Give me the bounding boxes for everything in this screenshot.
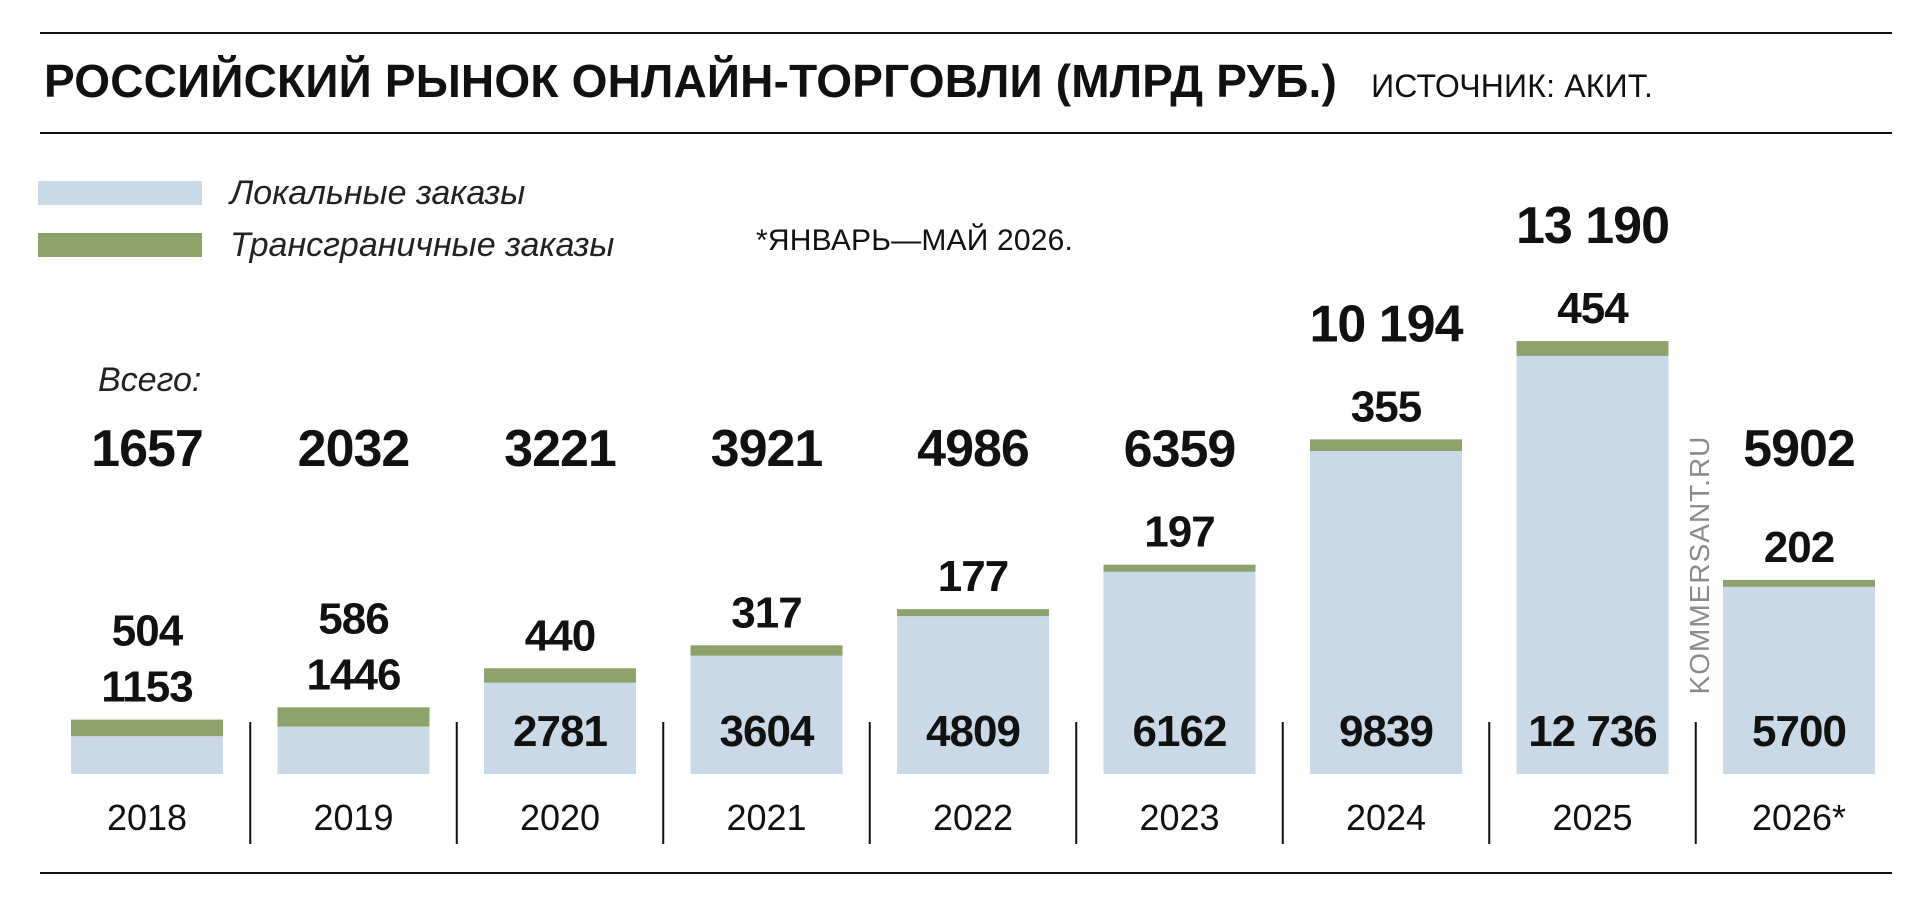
data-label-cross-border: 586 [318,594,388,643]
bar-local [71,736,223,774]
source-note: ИСТОЧНИК: АКИТ. [1371,68,1654,104]
data-label-total: 5902 [1743,420,1855,478]
header-rule [40,132,1892,134]
x-tick-label: 2025 [1552,797,1632,838]
x-tick-label: 2026* [1752,797,1846,838]
bar-local [484,682,636,774]
x-tick-label: 2019 [313,797,393,838]
data-label-cross-border: 355 [1351,382,1422,431]
data-label-cross-border: 197 [1144,508,1214,557]
bar-local [1516,355,1669,774]
bottom-rule [40,872,1892,874]
bar-cross-border [1103,564,1256,572]
data-label-cross-border: 177 [938,552,1008,601]
x-tick-label: 2022 [933,797,1013,838]
bar-local [690,655,843,774]
x-tick-label: 2023 [1139,797,1219,838]
data-label-cross-border: 454 [1557,284,1629,333]
bar-cross-border [1310,439,1462,452]
bar-cross-border [690,645,843,656]
x-tick-label: 2020 [520,797,600,838]
top-rule [40,32,1892,34]
bar-cross-border [71,719,223,737]
data-label-cross-border: 317 [731,588,801,637]
bar-cross-border [277,707,430,727]
data-label-cross-border: 202 [1764,523,1834,572]
data-label-total: 1657 [91,420,203,478]
data-label-local: 2781 [513,707,607,756]
legend-label-cross-border: Трансграничные заказы [230,226,615,264]
data-label-local: 12 736 [1528,707,1657,756]
chart-title: РОССИЙСКИЙ РЫНОК ОНЛАЙН-ТОРГОВЛИ (МЛРД Р… [44,55,1338,107]
bar-cross-border [897,609,1049,617]
x-tick-label: 2024 [1346,797,1426,838]
data-label-local: 6162 [1133,707,1227,756]
data-label-local: 9839 [1339,707,1433,756]
legend-label-local: Локальные заказы [230,174,526,212]
data-label-total: 2032 [298,420,410,478]
bar-cross-border [484,668,636,683]
legend-swatch-cross-border [38,233,202,257]
data-label-total: 4986 [917,420,1029,478]
legend-item-local: Локальные заказы [38,176,525,210]
bar-local [1723,586,1875,774]
data-label-cross-border: 440 [525,611,595,660]
bar-local [1103,571,1256,774]
data-label-local: 1153 [101,663,192,712]
x-tick-label: 2018 [107,797,187,838]
data-label-cross-border: 504 [112,607,184,656]
bar-local [1310,451,1462,774]
data-label-total: 10 194 [1309,295,1463,353]
bar-cross-border [1723,579,1875,587]
chart-header: РОССИЙСКИЙ РЫНОК ОНЛАЙН-ТОРГОВЛИ (МЛРД Р… [44,58,1653,118]
totals-caption: Всего: [98,361,202,399]
bar-local [897,616,1049,774]
data-label-total: 3221 [504,420,616,478]
data-label-local: 1446 [307,650,401,699]
legend-item-cross-border: Трансграничные заказы [38,228,614,262]
data-label-total: 13 190 [1516,197,1669,255]
data-label-local: 4809 [926,707,1020,756]
data-label-local: 3604 [720,707,815,756]
bar-cross-border [1516,341,1669,356]
legend-swatch-local [38,181,202,205]
x-tick-label: 2021 [726,797,806,838]
data-label-local: 5700 [1752,707,1846,756]
data-label-total: 3921 [711,420,823,478]
period-note: *ЯНВАРЬ—МАЙ 2026. [756,224,1074,257]
data-label-total: 6359 [1124,421,1236,479]
bar-local [277,726,430,774]
